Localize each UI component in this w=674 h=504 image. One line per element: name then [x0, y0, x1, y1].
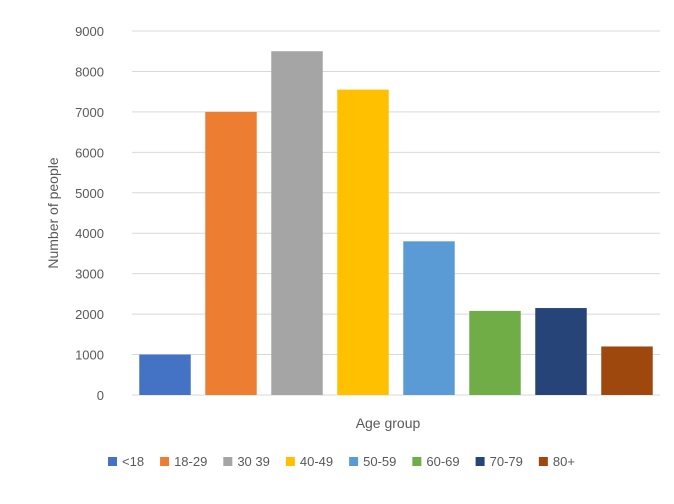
legend-swatch	[108, 457, 117, 466]
legend-entry: 40-49	[300, 454, 333, 469]
bar-60-69	[469, 310, 521, 395]
legend-swatch	[475, 457, 485, 466]
y-tick-label: 4000	[75, 226, 104, 241]
y-tick-label: 7000	[75, 105, 104, 120]
legend-swatch	[223, 457, 233, 466]
y-tick-label: 3000	[75, 267, 104, 282]
y-tick-label: 0	[97, 388, 104, 403]
bar-18-29	[205, 111, 257, 395]
legend-entry: 60-69	[426, 454, 459, 469]
legend-entry: 18-29	[174, 454, 207, 469]
bar-70-79	[535, 308, 587, 395]
legend-entry: <18	[122, 454, 144, 469]
legend-swatch	[160, 457, 170, 466]
y-tick-label: 1000	[75, 348, 104, 363]
y-tick-label: 8000	[75, 64, 104, 79]
x-axis-title: Age group	[356, 415, 421, 431]
y-axis-title: Number of people	[45, 157, 61, 269]
y-tick-label: 9000	[75, 24, 104, 39]
legend-swatch	[285, 457, 295, 466]
bar-30-39	[271, 51, 323, 395]
bar-80+	[601, 346, 653, 395]
y-axis-ticks: 0 1000 2000 3000 4000 5000 6000 7000 8000 9000	[75, 24, 104, 403]
legend: <18 18-29 30 39 40-49 50-59 60-69 70-79 80+	[108, 454, 575, 469]
bar-<18	[139, 354, 191, 395]
y-tick-label: 5000	[75, 186, 104, 201]
y-tick-label: 6000	[75, 145, 104, 160]
legend-entry: 30 39	[237, 454, 270, 469]
legend-swatch	[412, 457, 422, 466]
legend-swatch	[349, 457, 359, 466]
y-tick-label: 2000	[75, 307, 104, 322]
bars	[139, 51, 653, 396]
legend-swatch	[538, 457, 548, 466]
legend-entry: 70-79	[490, 454, 523, 469]
bar-40-49	[337, 89, 389, 396]
legend-entry: 80+	[553, 454, 575, 469]
legend-entry: 50-59	[363, 454, 396, 469]
bar-50-59	[403, 241, 455, 395]
